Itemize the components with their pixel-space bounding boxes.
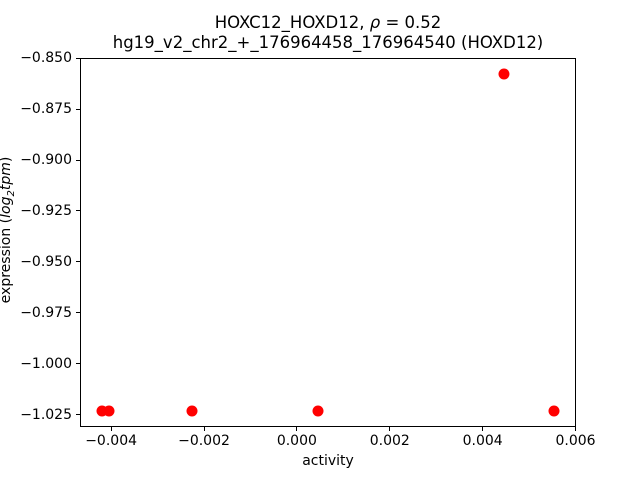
y-axis-label-close: ) xyxy=(0,157,14,162)
y-axis-tick xyxy=(76,108,80,110)
data-point xyxy=(548,405,560,417)
x-axis-tick-label: 0.002 xyxy=(369,433,410,449)
title-gene-pair: HOXC12_HOXD12, xyxy=(214,13,370,32)
y-axis-tick-label: −1.025 xyxy=(20,406,72,423)
rho-symbol: ρ xyxy=(369,13,381,32)
y-axis-tick xyxy=(76,363,80,365)
data-point xyxy=(96,405,108,417)
x-axis-tick xyxy=(296,427,298,431)
data-point xyxy=(186,405,198,417)
x-axis-label: activity xyxy=(302,453,354,469)
y-axis-tick-label: −0.975 xyxy=(20,304,72,321)
y-axis-tick xyxy=(76,312,80,314)
y-axis-tick-label: −0.900 xyxy=(20,152,72,168)
data-point xyxy=(312,405,324,417)
data-point xyxy=(103,405,115,417)
data-point xyxy=(498,68,510,80)
x-axis-tick-label: −0.002 xyxy=(178,433,230,449)
plot-area xyxy=(80,58,576,427)
x-axis-tick xyxy=(110,427,112,431)
y-axis-label-log: log xyxy=(0,196,15,218)
x-axis-tick-label: 0.006 xyxy=(555,433,596,449)
y-axis-tick xyxy=(76,210,80,212)
y-axis-tick xyxy=(76,57,80,59)
x-axis-tick xyxy=(482,427,484,431)
y-axis-tick xyxy=(76,159,80,161)
x-axis-tick xyxy=(203,427,205,431)
y-axis-label-tpm: tpm xyxy=(0,162,15,191)
chart-title: HOXC12_HOXD12, ρ = 0.52 hg19_v2_chr2_+_1… xyxy=(80,13,576,53)
y-axis-tick xyxy=(76,414,80,416)
y-axis-tick-label: −1.000 xyxy=(20,355,72,372)
x-axis-tick xyxy=(389,427,391,431)
chart-subtitle: hg19_v2_chr2_+_176964458_176964540 (HOXD… xyxy=(112,33,544,52)
chart-title-line1: HOXC12_HOXD12, ρ = 0.52 xyxy=(80,13,576,33)
y-axis-tick-label: −0.850 xyxy=(20,50,72,67)
y-axis-label-text: expression ( xyxy=(0,218,15,304)
y-axis-tick-label: −0.875 xyxy=(20,101,72,118)
title-correlation-value: = 0.52 xyxy=(380,13,442,32)
y-axis-tick-label: −0.925 xyxy=(20,202,72,219)
y-axis-label: expression (log2tpm) xyxy=(0,157,20,304)
x-axis-tick xyxy=(575,427,577,431)
x-axis-tick-label: 0.000 xyxy=(276,433,317,449)
y-axis-label-sub: 2 xyxy=(5,190,17,197)
y-axis-tick-label: −0.950 xyxy=(20,253,72,270)
x-axis-tick-label: −0.004 xyxy=(85,433,138,449)
y-axis-tick xyxy=(76,261,80,263)
x-axis-tick-label: 0.004 xyxy=(462,433,503,449)
